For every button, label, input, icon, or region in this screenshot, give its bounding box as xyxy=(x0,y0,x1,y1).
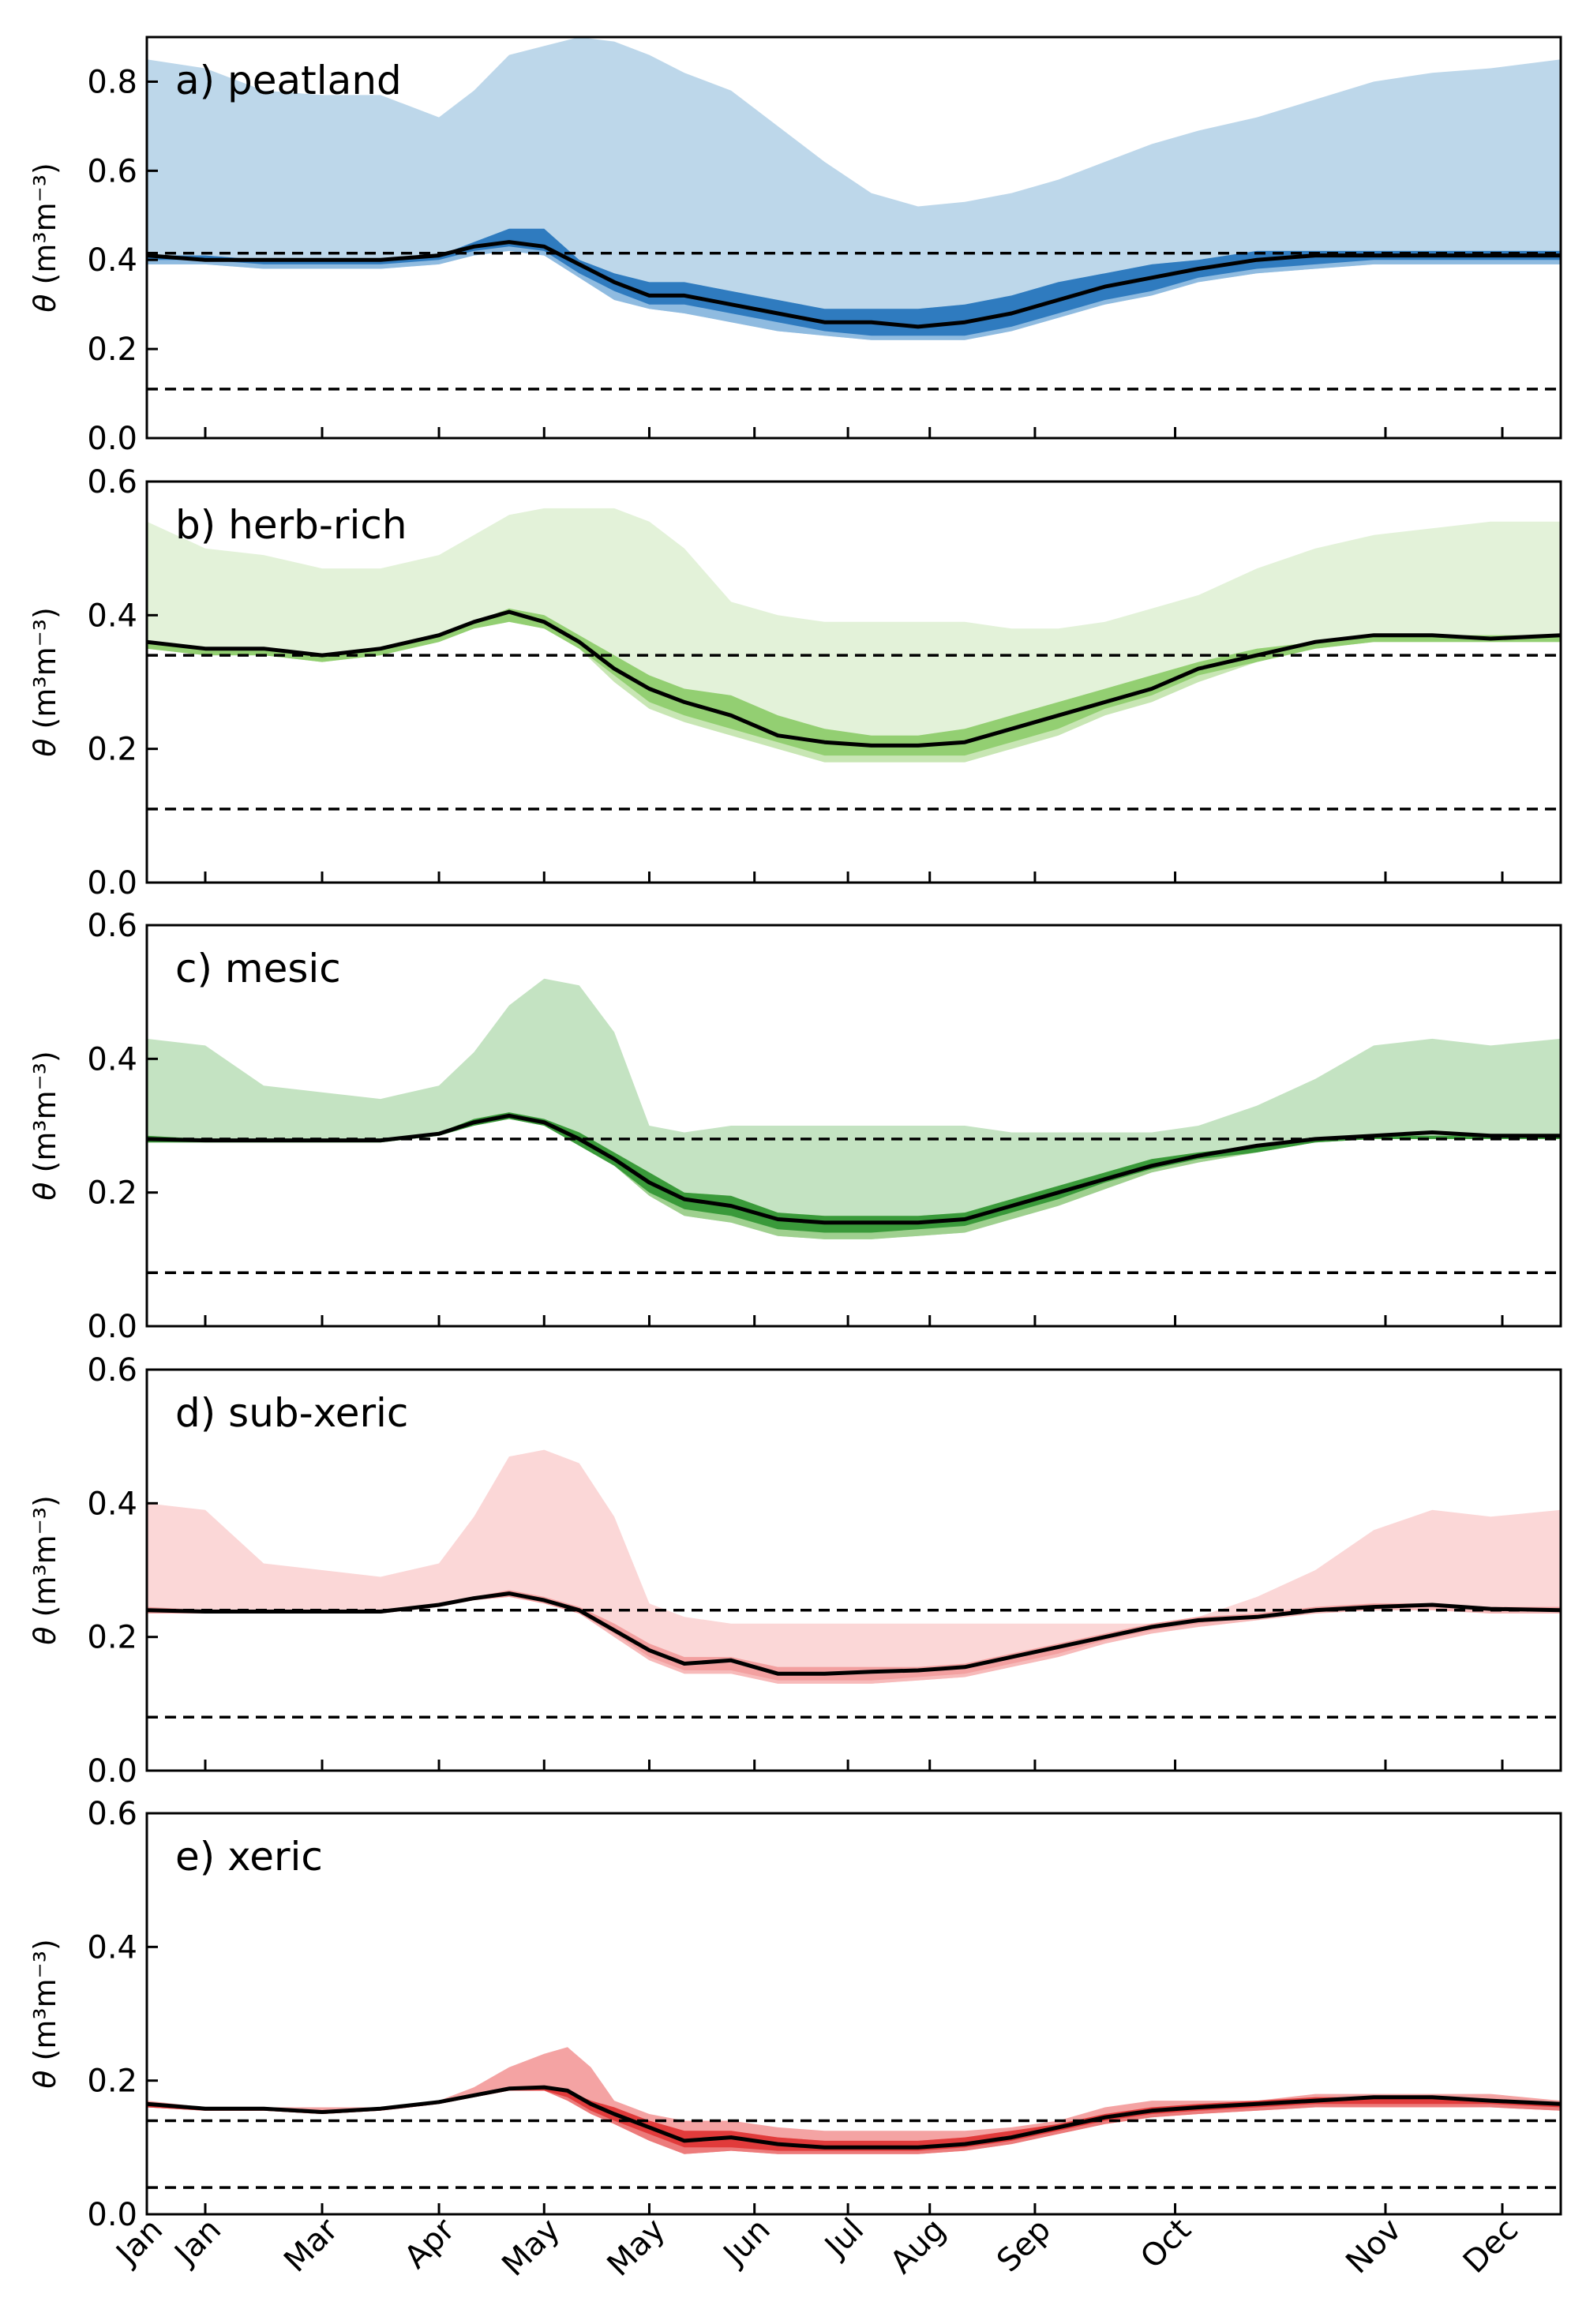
y-tick-label: 0.4 xyxy=(87,242,137,279)
x-tick-label: Jul xyxy=(816,2212,871,2266)
y-axis-label-units: (m³m⁻³) xyxy=(28,163,62,284)
x-tick-label: Aug xyxy=(883,2212,953,2281)
median-line xyxy=(147,2085,1561,2150)
y-tick-label: 0.4 xyxy=(87,1041,137,1078)
x-tick-label: Oct xyxy=(1134,2212,1198,2276)
median-line xyxy=(147,240,1561,329)
y-axis-label-symbol: θ xyxy=(28,729,62,756)
y-axis-label: θ (m³m⁻³) xyxy=(28,1495,62,1645)
y-axis-label-units: (m³m⁻³) xyxy=(28,1939,62,2060)
y-axis-label: θ (m³m⁻³) xyxy=(28,1939,62,2089)
y-tick-label: 0.0 xyxy=(87,421,137,457)
panel-label: a) peatland xyxy=(175,58,402,103)
panel-label: d) sub-xeric xyxy=(175,1390,408,1436)
panel-plot-area xyxy=(147,1449,1561,1719)
y-tick-label: 0.4 xyxy=(87,1486,137,1522)
panel-plot-area xyxy=(147,978,1561,1275)
y-axis-label-symbol: θ xyxy=(28,1172,62,1200)
y-tick-label: 0.2 xyxy=(87,732,137,768)
axes-frame xyxy=(145,1368,1562,1772)
y-tick-label: 0.6 xyxy=(87,1352,137,1389)
panel-0: 0.0 0.2 0.4 0.6 0.8 a) peatland θ (m³m⁻³) xyxy=(28,36,1562,457)
y-tick-label: 0.2 xyxy=(87,1620,137,1656)
panel-label: e) xeric xyxy=(175,1834,323,1880)
panel-plot-area xyxy=(147,2047,1561,2189)
median-line xyxy=(147,1113,1561,1225)
panel-label: b) herb-rich xyxy=(175,502,407,548)
y-axis-label-symbol: θ xyxy=(28,1617,62,1644)
panel-3: 0.0 0.2 0.4 0.6 d) sub-xeric θ (m³m⁻³) xyxy=(28,1352,1562,1790)
range-band-outer xyxy=(147,978,1561,1239)
x-tick-label: Sep xyxy=(990,2212,1058,2280)
y-tick-label: 0.0 xyxy=(87,1753,137,1790)
x-tick-label: Apr xyxy=(398,2211,463,2276)
axes-frame xyxy=(145,36,1562,440)
range-band-inner xyxy=(147,228,1561,336)
y-tick-label: 0.0 xyxy=(87,865,137,901)
y-tick-label: 0.2 xyxy=(87,1175,137,1212)
y-tick-label: 0.6 xyxy=(87,1796,137,1832)
panel-1: 0.0 0.2 0.4 0.6 b) herb-rich θ (m³m⁻³) xyxy=(28,464,1562,901)
y-tick-label: 0.6 xyxy=(87,464,137,500)
range-band-outer xyxy=(147,2047,1561,2154)
median-line xyxy=(147,1591,1561,1676)
panel-label: c) mesic xyxy=(175,946,341,991)
x-tick-label: Mar xyxy=(277,2211,345,2279)
y-tick-label: 0.2 xyxy=(87,332,137,368)
y-tick-label: 0.6 xyxy=(87,153,137,189)
y-tick-label: 0.4 xyxy=(87,598,137,634)
panel-4: 0.0 0.2 0.4 0.6 e) xeric θ (m³m⁻³) xyxy=(28,1796,1562,2233)
y-axis-label-symbol: θ xyxy=(28,2060,62,2088)
y-tick-label: 0.0 xyxy=(87,1309,137,1345)
axes-frame xyxy=(145,480,1562,884)
range-band-outer xyxy=(147,1449,1561,1684)
x-tick-label: Nov xyxy=(1339,2212,1408,2281)
y-tick-label: 0.8 xyxy=(87,64,137,100)
x-tick-label: May xyxy=(601,2212,673,2284)
x-tick-label: Jun xyxy=(715,2212,778,2274)
y-axis-label-units: (m³m⁻³) xyxy=(28,1051,62,1172)
median-line xyxy=(147,609,1561,748)
y-axis-label: θ (m³m⁻³) xyxy=(28,1051,62,1201)
y-axis-label: θ (m³m⁻³) xyxy=(28,607,62,757)
panel-2: 0.0 0.2 0.4 0.6 c) mesic θ (m³m⁻³) xyxy=(28,908,1562,1345)
panel-plot-area xyxy=(147,508,1561,811)
axes-frame xyxy=(145,1812,1562,2216)
y-axis-label-units: (m³m⁻³) xyxy=(28,607,62,729)
y-axis-label-symbol: θ xyxy=(28,284,62,312)
y-axis-label: θ (m³m⁻³) xyxy=(28,163,62,313)
y-axis-label-units: (m³m⁻³) xyxy=(28,1495,62,1617)
axes-frame xyxy=(145,924,1562,1328)
y-tick-label: 0.4 xyxy=(87,1929,137,1966)
x-tick-label: May xyxy=(495,2212,567,2284)
panel-plot-area xyxy=(147,37,1561,391)
range-band-outer xyxy=(147,508,1561,763)
y-tick-label: 0.6 xyxy=(87,908,137,944)
y-tick-label: 0.2 xyxy=(87,2063,137,2100)
x-tick-label: Dec xyxy=(1457,2212,1525,2281)
y-tick-label: 0.0 xyxy=(87,2197,137,2233)
x-tick-label: Jan xyxy=(167,2212,228,2273)
